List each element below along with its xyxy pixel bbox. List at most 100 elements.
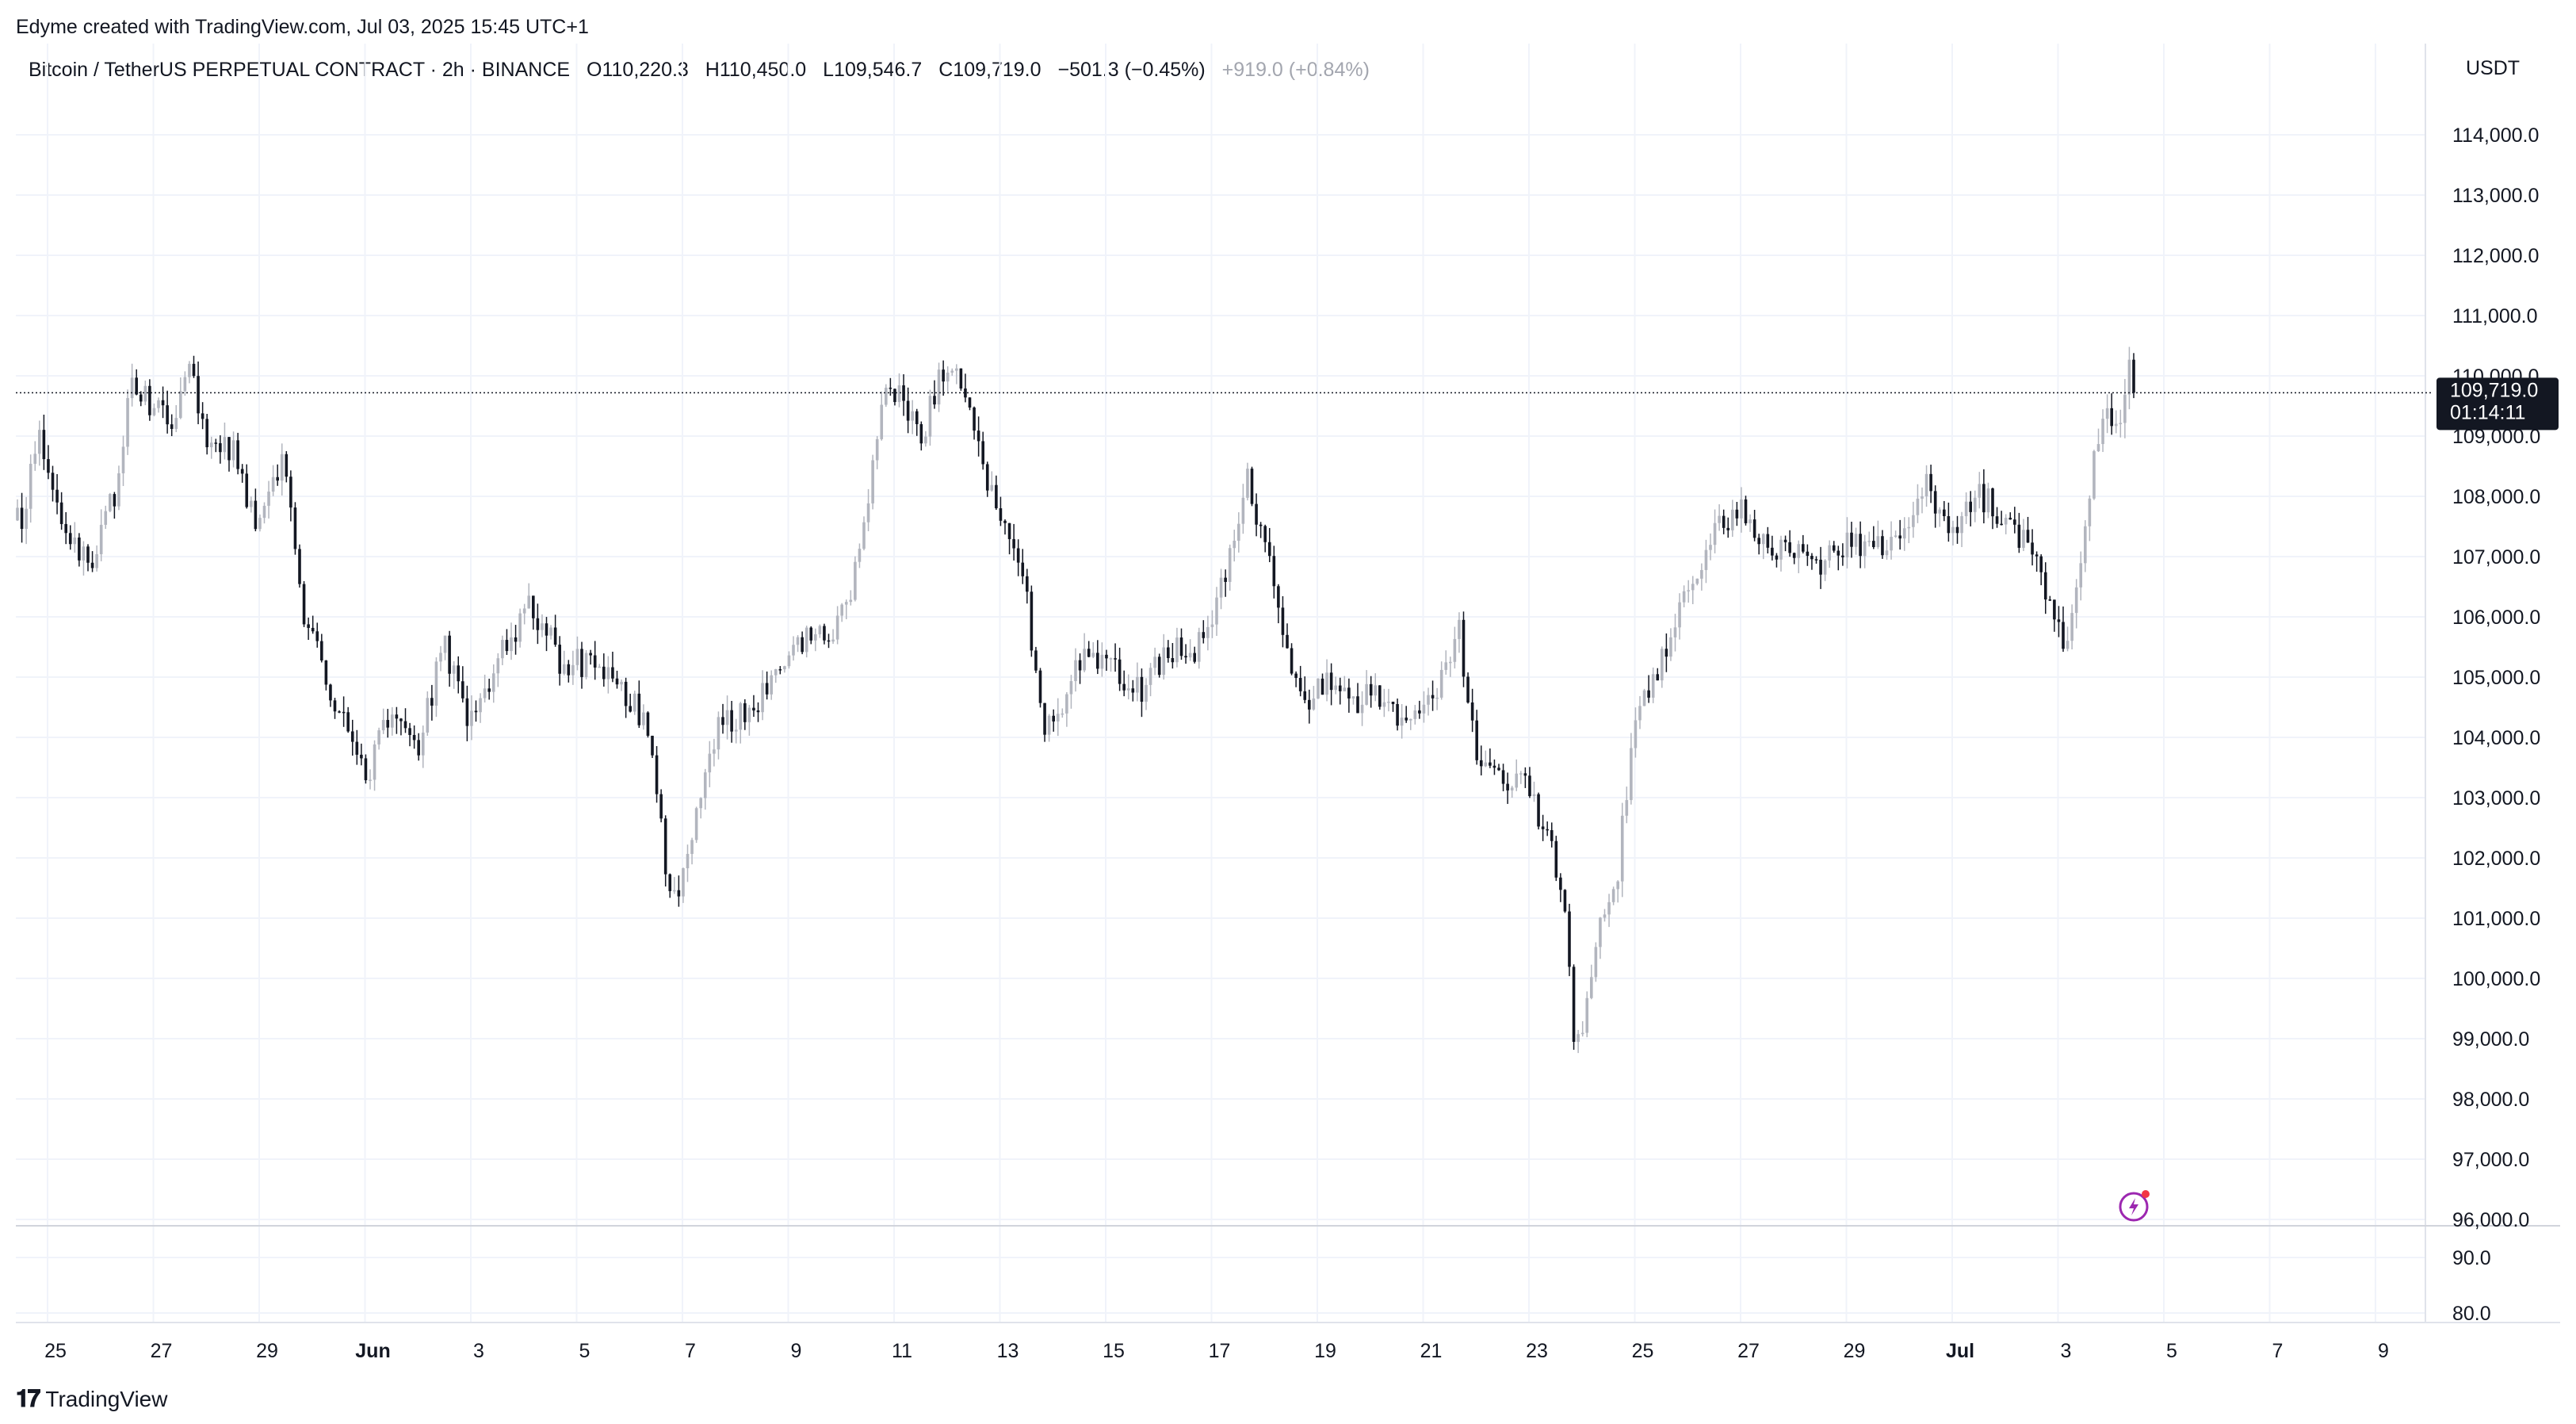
candle-body	[90, 562, 94, 568]
candle-body	[571, 664, 575, 676]
chart-credit: Edyme created with TradingView.com, Jul …	[16, 16, 589, 38]
candle-body	[139, 394, 143, 402]
candle-body	[1233, 540, 1236, 549]
candle-body	[1902, 528, 1906, 539]
candle-body	[743, 702, 747, 722]
candle-body	[161, 400, 165, 406]
candle-body	[844, 602, 848, 605]
time-tick-label: Jun	[355, 1340, 390, 1362]
candle-body	[1056, 714, 1060, 722]
candle-body	[1338, 685, 1342, 691]
candle-body	[1744, 499, 1748, 523]
candle-body	[16, 507, 19, 521]
candle-body	[897, 385, 901, 403]
candle-body	[1700, 569, 1703, 579]
symbol-title[interactable]: Bitcoin / TetherUS PERPETUAL CONTRACT · …	[29, 59, 571, 81]
candle-body	[1559, 877, 1562, 890]
candle-body	[1832, 545, 1836, 551]
candle-body	[1749, 519, 1752, 523]
candle-body	[465, 698, 469, 726]
candle-body	[1797, 544, 1801, 558]
candle-body	[1885, 550, 1889, 556]
price-axis[interactable]: 114,000.0113,000.0112,000.0111,000.0110,…	[2452, 124, 2540, 1231]
candle-body	[1007, 523, 1011, 539]
candle-body	[386, 720, 390, 728]
candle-body	[1462, 619, 1466, 677]
candle-body	[906, 400, 910, 421]
candle-body	[1863, 541, 1867, 557]
currency-label[interactable]: USDT	[2465, 57, 2521, 79]
candle-body	[1219, 577, 1223, 598]
candle-body	[1664, 649, 1668, 657]
candle-body	[183, 377, 187, 392]
candle-body	[633, 693, 636, 712]
candle-body	[1806, 551, 1810, 557]
candle-body	[694, 808, 698, 840]
time-tick-label: 5	[2166, 1340, 2177, 1362]
candle-body	[1034, 650, 1038, 671]
candle-body	[391, 714, 394, 728]
candle-body	[725, 710, 729, 725]
candle-body	[964, 388, 967, 398]
candle-body	[1408, 718, 1412, 721]
candle-body	[1126, 688, 1130, 691]
candle-body	[1114, 658, 1117, 660]
candle-body	[1532, 794, 1536, 797]
candle-body	[1978, 484, 1982, 498]
candle-body	[1492, 765, 1496, 768]
candle-body	[219, 442, 222, 453]
time-tick-label: 29	[1844, 1340, 1866, 1362]
candle-body	[2079, 563, 2083, 588]
candle-body	[1479, 760, 1483, 767]
candle-body	[452, 665, 456, 674]
candle-body	[1286, 634, 1289, 649]
candle-body	[1427, 695, 1430, 705]
candle-body	[510, 637, 513, 652]
candle-body	[307, 624, 310, 628]
lightning-icon[interactable]	[2118, 1188, 2153, 1223]
price-tick-label: 98,000.0	[2452, 1089, 2529, 1111]
candle-body	[276, 477, 279, 481]
price-tick-label: 111,000.0	[2452, 305, 2538, 327]
candle-body	[434, 661, 438, 706]
candle-body	[135, 377, 138, 395]
candle-body	[2000, 523, 2003, 526]
candle-body	[1964, 501, 1968, 517]
candle-body	[1061, 713, 1064, 715]
candle-body	[126, 398, 129, 447]
candle-body	[1585, 997, 1589, 1033]
candle-body	[1611, 889, 1615, 902]
candle-body	[403, 721, 407, 729]
candle-body	[73, 537, 77, 545]
price-tick-label: 96,000.0	[2452, 1209, 2529, 1231]
candle-body	[439, 653, 442, 662]
candle-body	[179, 391, 182, 419]
candle-body	[1206, 626, 1210, 638]
candle-body	[866, 503, 870, 523]
candle-body	[1193, 653, 1196, 662]
candle-body	[1695, 578, 1699, 584]
candle-body	[1943, 509, 1946, 516]
candle-body	[1298, 678, 1302, 691]
candle-body	[214, 442, 218, 444]
candle-body	[1347, 687, 1351, 699]
candle-body	[1360, 704, 1364, 714]
tradingview-logo[interactable]: 𝟏𝟕 TradingView	[16, 1386, 167, 1413]
candle-body	[1620, 815, 1624, 882]
candle-body	[1872, 541, 1875, 547]
candle-body	[1087, 649, 1091, 657]
candle-body	[285, 454, 289, 477]
price-tick-label: 106,000.0	[2452, 607, 2540, 629]
brand-name: TradingView	[45, 1387, 168, 1411]
candle-body	[814, 634, 817, 641]
time-tick-label: 3	[2061, 1340, 2072, 1362]
time-axis[interactable]: 25 27 29 Jun 3 5 7 9 11 13 15 17 19 21 23 25 27 29 Jul 3 5 7 9	[44, 1340, 2389, 1362]
last-price-badge-bg	[2436, 377, 2559, 431]
tradingview-mark-icon: 𝟏𝟕	[16, 1386, 40, 1412]
candle-body	[849, 599, 853, 603]
candle-body	[1290, 648, 1294, 674]
candle-body	[1484, 762, 1488, 767]
high-value: H110,450.0	[705, 59, 807, 81]
candle-body	[1162, 647, 1166, 676]
